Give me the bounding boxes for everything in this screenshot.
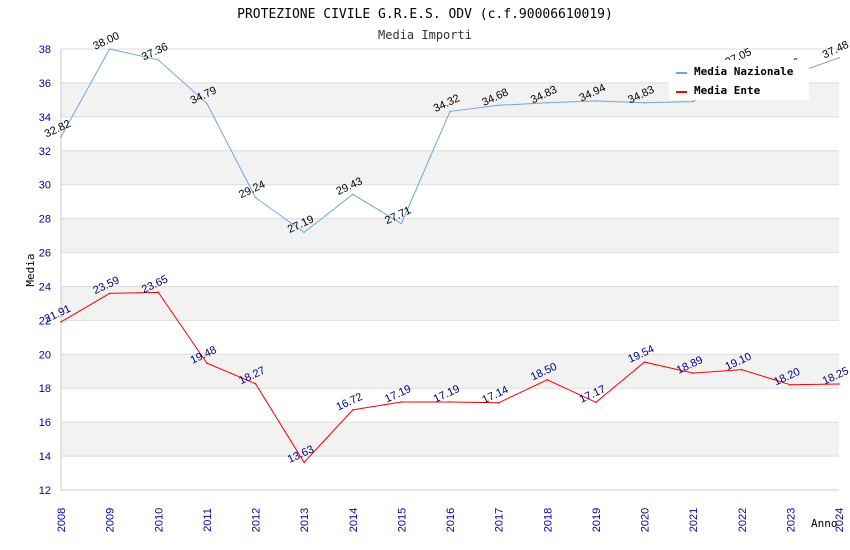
x-axis-label: Anno: [811, 517, 838, 530]
y-tick-label: 28: [39, 214, 51, 226]
data-point: [643, 101, 646, 104]
data-point: [206, 102, 208, 105]
data-point: [740, 368, 743, 371]
grid-band: [61, 320, 839, 355]
y-tick-label: 34: [39, 112, 51, 124]
data-point: [303, 461, 305, 464]
y-tick-label: 12: [39, 485, 51, 497]
y-tick-label: 24: [39, 281, 51, 293]
x-tick-label: 2023: [785, 508, 797, 532]
data-point: [351, 193, 354, 196]
x-tick-label: 2018: [542, 508, 554, 532]
x-tick-label: 2022: [737, 508, 749, 532]
data-point: [60, 321, 62, 323]
x-tick-label: 2016: [445, 508, 457, 532]
x-tick-label: 2011: [202, 508, 214, 532]
grid-band: [61, 286, 839, 321]
x-tick-label: 2020: [640, 508, 652, 532]
legend-box: [669, 60, 809, 100]
data-point: [449, 401, 451, 403]
grid-bands: [61, 49, 839, 490]
x-tick-label: 2008: [56, 508, 68, 532]
data-point: [449, 110, 451, 113]
x-axis-ticks: 2008 2009 2010 2011 2012 2013 2014 2015 2016 2017…: [56, 508, 846, 532]
x-tick-label: 2014: [348, 508, 360, 532]
x-tick-label: 2017: [494, 508, 506, 532]
x-tick-label: 2010: [153, 508, 165, 532]
data-point: [595, 100, 597, 102]
y-tick-label: 18: [39, 383, 51, 395]
data-point: [595, 401, 597, 404]
grid-band: [61, 252, 839, 287]
y-tick-label: 32: [39, 146, 51, 158]
x-tick-label: 2024: [834, 508, 846, 532]
legend-label-media-ente: Media Ente: [694, 84, 761, 97]
grid-band: [61, 388, 839, 423]
data-point: [400, 222, 403, 225]
y-axis-ticks: 12 14 16 18 20 22 24 26 28 30 32 34 36 38: [39, 44, 51, 497]
x-tick-label: 2019: [591, 508, 603, 532]
data-point: [108, 48, 111, 50]
x-tick-label: 2013: [299, 508, 311, 532]
data-point: [497, 402, 500, 404]
legend: Media Nazionale Media Ente: [669, 60, 809, 100]
data-point: [546, 101, 549, 104]
data-point: [254, 196, 257, 199]
grid-band: [61, 184, 839, 219]
data-point: [157, 59, 160, 61]
data-point: [400, 401, 403, 403]
grid-band: [61, 456, 839, 490]
legend-label-media-nazionale: Media Nazionale: [694, 65, 794, 78]
x-tick-label: 2015: [396, 508, 408, 532]
data-point: [692, 100, 694, 103]
data-point: [692, 372, 694, 374]
data-point: [546, 378, 549, 381]
y-tick-label: 30: [39, 180, 51, 192]
data-point: [789, 384, 792, 386]
data-point: [497, 104, 500, 107]
grid-lines: [60, 48, 839, 491]
grid-band: [61, 354, 839, 389]
chart-title: PROTEZIONE CIVILE G.R.E.S. ODV (c.f.9000…: [237, 7, 613, 22]
y-tick-label: 14: [39, 451, 51, 463]
y-tick-label: 36: [39, 78, 51, 90]
y-axis-label: Media: [24, 253, 37, 286]
data-point: [254, 382, 257, 385]
x-tick-label: 2021: [688, 508, 700, 532]
chart-subtitle: Media Importi: [378, 28, 472, 42]
data-point: [60, 136, 62, 138]
data-point: [108, 292, 111, 295]
data-point: [157, 291, 160, 294]
data-point: [303, 231, 305, 234]
data-point: [643, 361, 646, 363]
y-tick-label: 20: [39, 349, 51, 361]
y-tick-label: 38: [39, 44, 51, 56]
data-point: [838, 383, 840, 385]
grid-band: [61, 116, 839, 151]
grid-band: [61, 218, 839, 253]
grid-band: [61, 150, 839, 185]
y-tick-label: 26: [39, 248, 51, 260]
y-tick-label: 16: [39, 417, 51, 429]
data-point: [838, 57, 840, 59]
y-tick-label: 22: [39, 315, 51, 327]
grid-band: [61, 422, 839, 457]
data-point: [351, 409, 354, 411]
x-tick-label: 2009: [105, 508, 117, 532]
x-tick-label: 2012: [251, 508, 263, 532]
data-point: [206, 362, 208, 364]
